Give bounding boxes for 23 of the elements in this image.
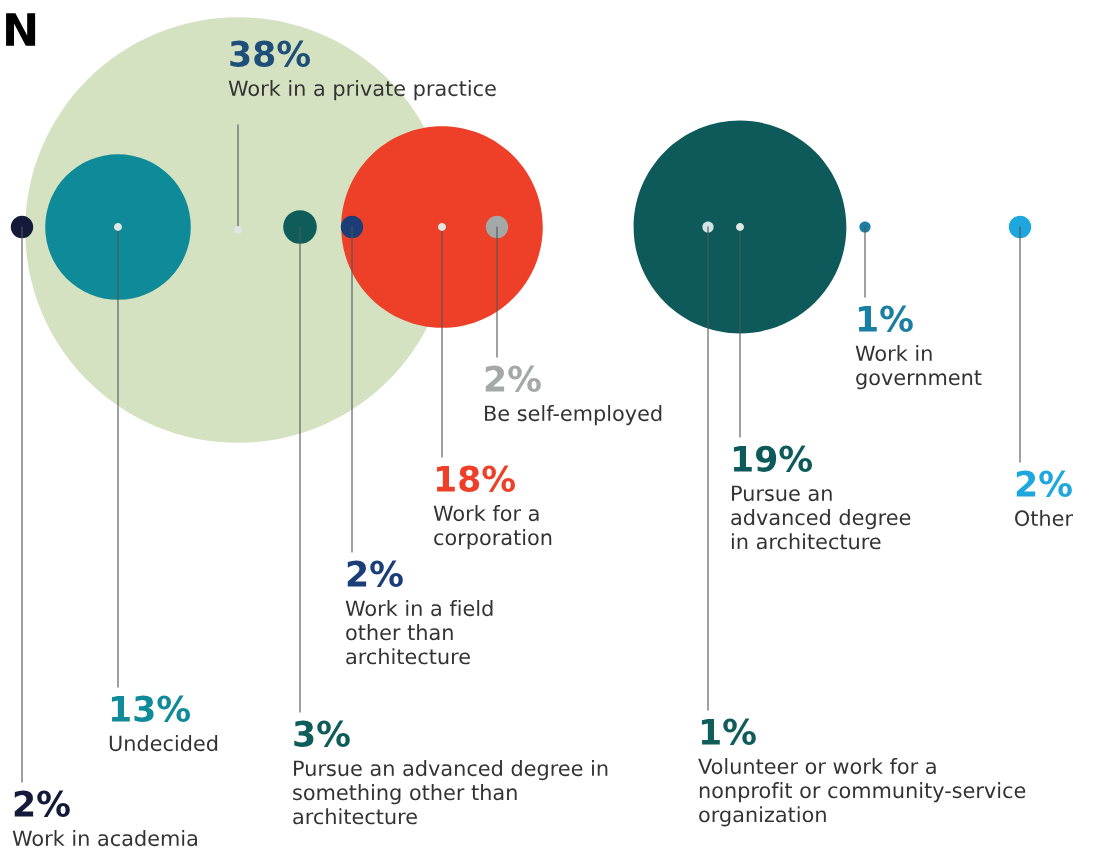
data-label: 1% xyxy=(858,305,913,332)
category-label: Volunteer or work for a nonprofit or community-service organization xyxy=(698,758,1026,827)
data-label: 19% xyxy=(733,445,813,472)
category-label: Pursue an advanced degree in architecture xyxy=(731,485,911,550)
text: N xyxy=(6,13,36,46)
data-label: 18% xyxy=(436,465,516,492)
data-label: 3% xyxy=(294,720,350,747)
data-label: 38% xyxy=(230,40,311,67)
category-label: Pursue an advanced degree in something other than architecture xyxy=(293,760,608,825)
data-label: 2% xyxy=(485,365,541,392)
data-label: 13% xyxy=(111,695,191,722)
category-label: Work for a corporation xyxy=(433,505,552,550)
category-label: Other xyxy=(1015,510,1073,527)
category-label: Be self-employed xyxy=(485,405,662,426)
category-label: Work in a private practice xyxy=(228,80,496,101)
category-label: Undecided xyxy=(109,735,218,752)
category-label: Work in academia xyxy=(12,830,197,847)
category-label: Work in government xyxy=(855,345,982,390)
category-label: Work in a field other than architecture xyxy=(345,600,493,665)
data-label: 2% xyxy=(347,560,403,587)
data-label: 1% xyxy=(701,718,756,745)
data-label: 2% xyxy=(1016,470,1072,497)
data-label: 2% xyxy=(14,790,70,817)
